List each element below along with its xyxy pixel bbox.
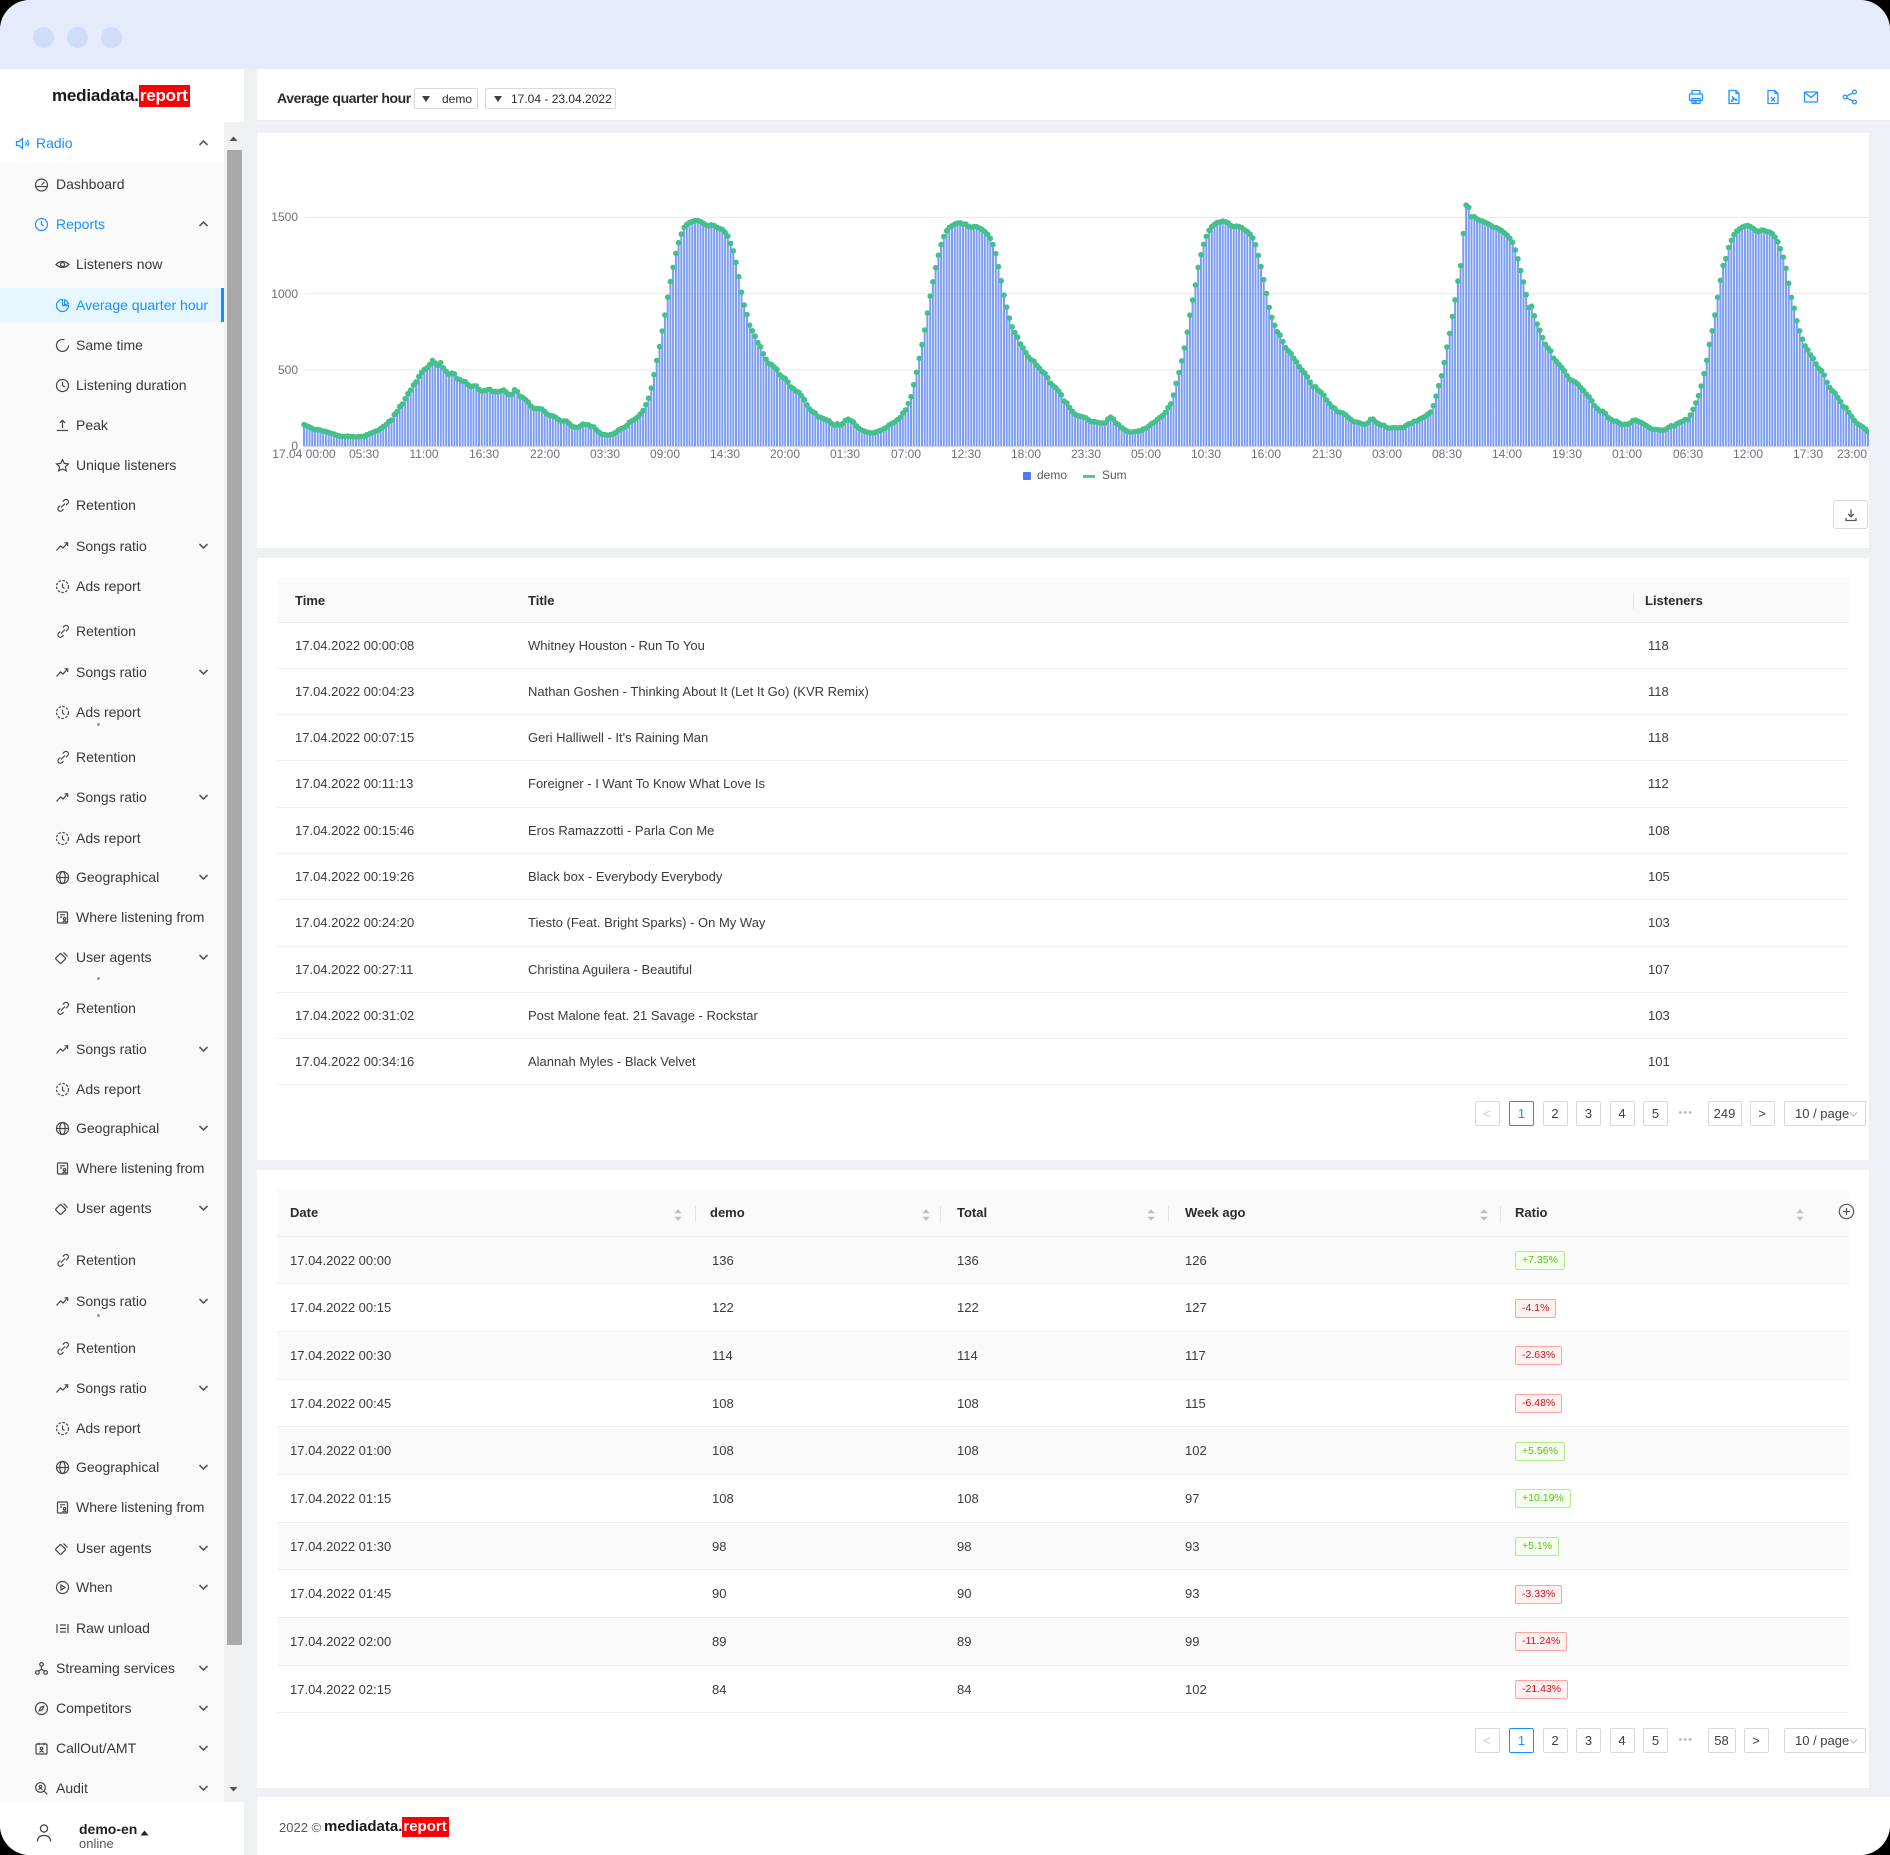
svg-text:11:00: 11:00 — [409, 447, 438, 461]
svg-text:07:00: 07:00 — [891, 447, 921, 461]
svg-text:1500: 1500 — [271, 210, 298, 224]
svg-text:14:00: 14:00 — [1492, 447, 1522, 461]
svg-text:1000: 1000 — [271, 287, 298, 301]
svg-text:500: 500 — [278, 363, 298, 377]
svg-text:05:30: 05:30 — [349, 447, 379, 461]
svg-text:19:30: 19:30 — [1552, 447, 1582, 461]
svg-text:23:00: 23:00 — [1837, 447, 1867, 461]
svg-text:21:30: 21:30 — [1312, 447, 1342, 461]
svg-text:12:00: 12:00 — [1733, 447, 1763, 461]
svg-text:0: 0 — [291, 439, 298, 453]
svg-text:20:00: 20:00 — [770, 447, 800, 461]
svg-text:17:30: 17:30 — [1793, 447, 1823, 461]
svg-text:10:30: 10:30 — [1191, 447, 1221, 461]
svg-text:17.04 00:00: 17.04 00:00 — [272, 447, 336, 461]
svg-text:09:00: 09:00 — [650, 447, 680, 461]
svg-text:01:00: 01:00 — [1612, 447, 1642, 461]
svg-text:16:30: 16:30 — [469, 447, 499, 461]
svg-text:18:00: 18:00 — [1011, 447, 1041, 461]
svg-text:12:30: 12:30 — [951, 447, 981, 461]
svg-text:01:30: 01:30 — [830, 447, 860, 461]
svg-text:03:30: 03:30 — [590, 447, 620, 461]
svg-text:08:30: 08:30 — [1432, 447, 1462, 461]
svg-text:14:30: 14:30 — [710, 447, 740, 461]
svg-text:23:30: 23:30 — [1071, 447, 1101, 461]
svg-text:05:00: 05:00 — [1131, 447, 1161, 461]
svg-text:22:00: 22:00 — [530, 447, 560, 461]
svg-text:06:30: 06:30 — [1673, 447, 1703, 461]
svg-text:16:00: 16:00 — [1251, 447, 1281, 461]
svg-text:03:00: 03:00 — [1372, 447, 1402, 461]
